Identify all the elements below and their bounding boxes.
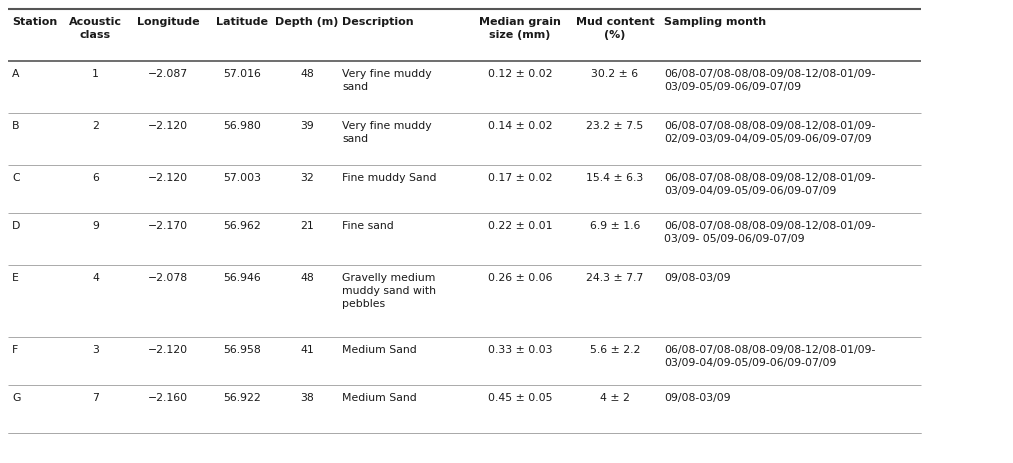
- Text: 56.946: 56.946: [223, 272, 261, 282]
- Text: 15.4 ± 6.3: 15.4 ± 6.3: [587, 173, 643, 182]
- Text: Station: Station: [12, 17, 58, 27]
- Text: 57.016: 57.016: [223, 69, 261, 79]
- Text: −2.120: −2.120: [148, 173, 188, 182]
- Text: 21: 21: [300, 220, 314, 231]
- Text: 0.17 ± 0.02: 0.17 ± 0.02: [487, 173, 552, 182]
- Text: B: B: [12, 121, 19, 131]
- Text: −2.087: −2.087: [148, 69, 188, 79]
- Text: 48: 48: [300, 69, 314, 79]
- Text: 56.962: 56.962: [223, 220, 261, 231]
- Text: E: E: [12, 272, 19, 282]
- Text: Fine muddy Sand: Fine muddy Sand: [342, 173, 437, 182]
- Text: 3: 3: [92, 344, 99, 354]
- Text: 30.2 ± 6: 30.2 ± 6: [592, 69, 638, 79]
- Text: 0.26 ± 0.06: 0.26 ± 0.06: [487, 272, 552, 282]
- Text: 5.6 ± 2.2: 5.6 ± 2.2: [590, 344, 640, 354]
- Text: Depth (m): Depth (m): [276, 17, 338, 27]
- Text: 38: 38: [300, 392, 314, 402]
- Text: 06/08-07/08-08/08-09/08-12/08-01/09-
02/09-03/09-04/09-05/09-06/09-07/09: 06/08-07/08-08/08-09/08-12/08-01/09- 02/…: [664, 121, 875, 144]
- Text: D: D: [12, 220, 20, 231]
- Text: Very fine muddy
sand: Very fine muddy sand: [342, 69, 432, 92]
- Text: 56.980: 56.980: [223, 121, 261, 131]
- Text: 0.33 ± 0.03: 0.33 ± 0.03: [487, 344, 552, 354]
- Text: 1: 1: [92, 69, 99, 79]
- Text: Longitude: Longitude: [137, 17, 200, 27]
- Text: 0.45 ± 0.05: 0.45 ± 0.05: [487, 392, 552, 402]
- Text: Latitude: Latitude: [216, 17, 268, 27]
- Text: 23.2 ± 7.5: 23.2 ± 7.5: [587, 121, 643, 131]
- Text: Sampling month: Sampling month: [664, 17, 766, 27]
- Text: 6.9 ± 1.6: 6.9 ± 1.6: [590, 220, 640, 231]
- Text: 41: 41: [300, 344, 314, 354]
- Text: Gravelly medium
muddy sand with
pebbles: Gravelly medium muddy sand with pebbles: [342, 272, 436, 308]
- Text: Fine sand: Fine sand: [342, 220, 394, 231]
- Text: −2.120: −2.120: [148, 344, 188, 354]
- Text: Median grain
size (mm): Median grain size (mm): [479, 17, 561, 40]
- Text: −2.160: −2.160: [148, 392, 188, 402]
- Text: 48: 48: [300, 272, 314, 282]
- Text: −2.120: −2.120: [148, 121, 188, 131]
- Text: Acoustic
class: Acoustic class: [69, 17, 122, 40]
- Text: 0.14 ± 0.02: 0.14 ± 0.02: [487, 121, 552, 131]
- Text: 0.12 ± 0.02: 0.12 ± 0.02: [487, 69, 552, 79]
- Text: 09/08-03/09: 09/08-03/09: [664, 272, 730, 282]
- Text: 7: 7: [92, 392, 99, 402]
- Text: 9: 9: [92, 220, 99, 231]
- Text: 06/08-07/08-08/08-09/08-12/08-01/09-
03/09- 05/09-06/09-07/09: 06/08-07/08-08/08-09/08-12/08-01/09- 03/…: [664, 220, 875, 243]
- Text: 6: 6: [92, 173, 99, 182]
- Text: 2: 2: [92, 121, 99, 131]
- Text: 0.22 ± 0.01: 0.22 ± 0.01: [487, 220, 552, 231]
- Text: 56.922: 56.922: [223, 392, 261, 402]
- Text: −2.078: −2.078: [148, 272, 188, 282]
- Text: 57.003: 57.003: [223, 173, 261, 182]
- Text: A: A: [12, 69, 19, 79]
- Text: Medium Sand: Medium Sand: [342, 344, 416, 354]
- Text: 56.958: 56.958: [223, 344, 261, 354]
- Text: 06/08-07/08-08/08-09/08-12/08-01/09-
03/09-04/09-05/09-06/09-07/09: 06/08-07/08-08/08-09/08-12/08-01/09- 03/…: [664, 173, 875, 195]
- Text: G: G: [12, 392, 20, 402]
- Text: Description: Description: [342, 17, 413, 27]
- Text: 4 ± 2: 4 ± 2: [600, 392, 630, 402]
- Text: Medium Sand: Medium Sand: [342, 392, 416, 402]
- Text: 32: 32: [300, 173, 314, 182]
- Text: F: F: [12, 344, 18, 354]
- Text: Very fine muddy
sand: Very fine muddy sand: [342, 121, 432, 144]
- Text: 39: 39: [300, 121, 314, 131]
- Text: 06/08-07/08-08/08-09/08-12/08-01/09-
03/09-04/09-05/09-06/09-07/09: 06/08-07/08-08/08-09/08-12/08-01/09- 03/…: [664, 344, 875, 367]
- Text: 06/08-07/08-08/08-09/08-12/08-01/09-
03/09-05/09-06/09-07/09: 06/08-07/08-08/08-09/08-12/08-01/09- 03/…: [664, 69, 875, 92]
- Text: Mud content
(%): Mud content (%): [575, 17, 654, 40]
- Text: −2.170: −2.170: [148, 220, 188, 231]
- Text: 4: 4: [92, 272, 99, 282]
- Text: 09/08-03/09: 09/08-03/09: [664, 392, 730, 402]
- Text: 24.3 ± 7.7: 24.3 ± 7.7: [587, 272, 643, 282]
- Text: C: C: [12, 173, 19, 182]
